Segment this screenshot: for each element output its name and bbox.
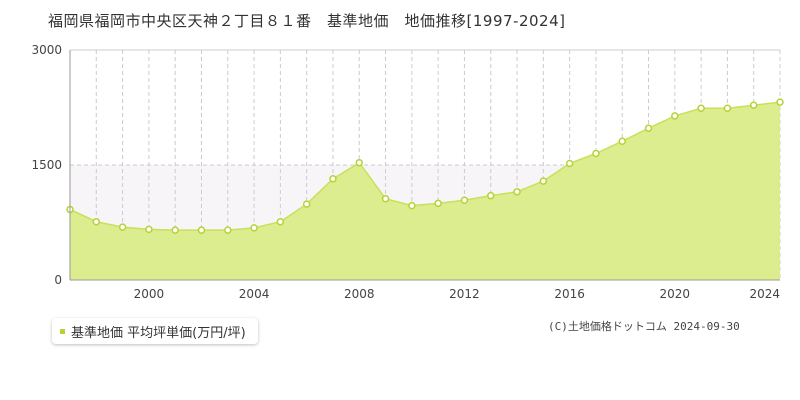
- data-point: [355, 158, 364, 167]
- data-point: [171, 226, 179, 234]
- data-point: [381, 194, 390, 203]
- data-point: [723, 104, 732, 113]
- x-tick-label: 2020: [660, 287, 691, 301]
- chart-tick-labels: 0 1500 3000 2000 2004 2008 2012 2016 2020 2024: [31, 43, 780, 301]
- legend: 基準地価 平均坪単価(万円/坪): [52, 318, 258, 344]
- data-point: [118, 223, 127, 231]
- chart-axes: [69, 50, 780, 281]
- data-point: [513, 188, 521, 196]
- page-title: 福岡県福岡市中央区天神２丁目８１番 基準地価 地価推移[1997-2024]: [48, 12, 566, 30]
- legend-label: 基準地価 平均坪単価(万円/坪): [71, 325, 246, 341]
- x-tick-label: 2000: [134, 287, 165, 301]
- data-point: [302, 200, 311, 208]
- data-point: [92, 217, 101, 226]
- data-point: [460, 196, 469, 205]
- data-point: [250, 224, 258, 232]
- chart-area-layer: [69, 101, 781, 280]
- x-tick-label: 2004: [239, 287, 270, 301]
- x-tick-label: 2008: [344, 287, 375, 301]
- data-point: [408, 201, 416, 210]
- data-point: [618, 137, 626, 145]
- x-tick-label: 2016: [554, 287, 585, 301]
- data-point: [224, 226, 232, 234]
- data-point: [592, 149, 600, 158]
- x-tick-label: 2024: [749, 287, 780, 301]
- data-point: [671, 112, 679, 120]
- legend-marker: [60, 328, 65, 334]
- series-area: [70, 102, 780, 280]
- data-point: [486, 191, 495, 200]
- data-point: [776, 98, 784, 106]
- y-tick-label: 1500: [31, 158, 62, 172]
- data-point: [329, 175, 337, 183]
- data-point: [644, 124, 653, 132]
- data-point: [434, 199, 442, 208]
- data-point: [697, 104, 705, 113]
- x-tick-label: 2012: [449, 287, 480, 301]
- data-point: [749, 101, 758, 109]
- y-tick-label: 0: [54, 273, 62, 287]
- data-point: [276, 217, 285, 226]
- series-line: [69, 101, 781, 231]
- y-tick-label: 3000: [31, 43, 62, 57]
- data-point: [539, 177, 548, 185]
- data-point: [145, 225, 153, 234]
- data-point: [565, 159, 574, 168]
- copyright-text: (C)土地価格ドットコム 2024-09-30: [548, 320, 740, 333]
- data-point: [197, 226, 206, 234]
